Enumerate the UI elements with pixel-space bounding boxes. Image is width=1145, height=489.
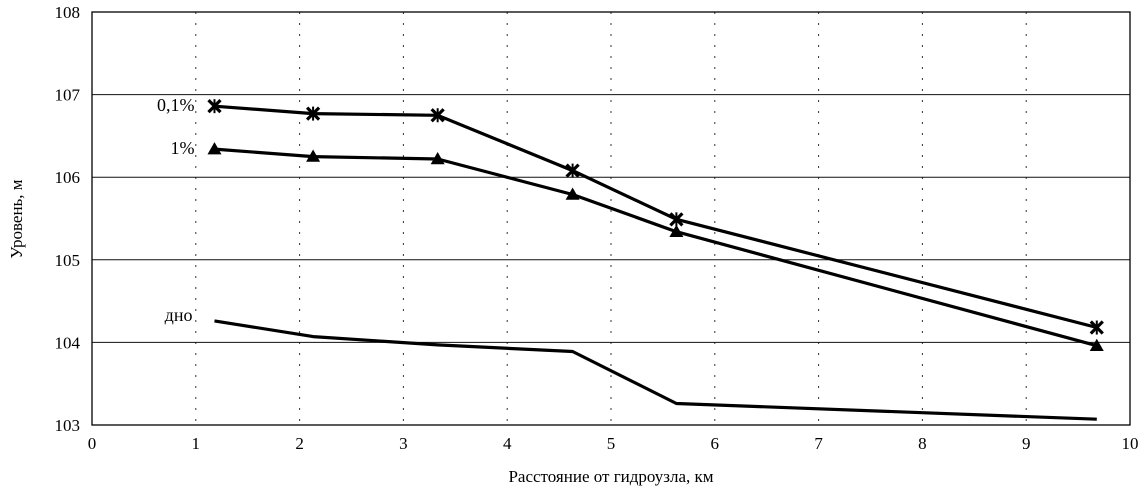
tick-labels: 0 1 2 3 4 5 6 7 8 9 10 103 104 105 106 107 108 — [55, 3, 1139, 453]
data-point-asterisk — [669, 212, 684, 227]
x-tick-label: 1 — [192, 434, 201, 453]
series-label: 1% — [170, 138, 194, 158]
x-tick-label: 2 — [295, 434, 304, 453]
y-axis-title: Уровень, м — [7, 179, 26, 258]
x-tick-label: 3 — [399, 434, 408, 453]
series-line — [214, 104, 1098, 330]
data-point-triangle — [207, 142, 222, 155]
data-point-asterisk — [305, 106, 321, 121]
series-line — [214, 319, 1097, 421]
data-point-triangle — [1089, 338, 1104, 351]
data-point-triangle — [430, 152, 445, 165]
x-tick-label: 0 — [88, 434, 97, 453]
series-layer — [207, 99, 1104, 421]
series-label: 0,1% — [157, 95, 195, 115]
x-tick-label: 7 — [814, 434, 823, 453]
plot-border — [91, 11, 1131, 426]
data-point-asterisk — [430, 108, 445, 123]
series-line — [214, 147, 1098, 348]
x-tick-label: 4 — [503, 434, 512, 453]
x-tick-label: 8 — [918, 434, 927, 453]
y-tick-label: 103 — [55, 416, 81, 435]
y-tick-label: 108 — [55, 3, 81, 22]
y-tick-label: 104 — [55, 333, 81, 352]
data-point-triangle — [306, 149, 321, 162]
data-point-asterisk — [565, 163, 580, 178]
data-point-asterisk — [207, 99, 222, 114]
grid — [92, 12, 1130, 425]
x-tick-label: 9 — [1022, 434, 1031, 453]
plot-frame — [91, 11, 1131, 426]
data-point-asterisk — [1089, 320, 1104, 335]
data-point-triangle — [669, 224, 684, 237]
x-tick-label: 10 — [1122, 434, 1139, 453]
y-tick-label: 106 — [55, 168, 81, 187]
series-label: дно — [165, 305, 193, 325]
series-labels: 0,1% 1% дно — [157, 95, 195, 325]
x-tick-label: 6 — [711, 434, 720, 453]
y-tick-label: 105 — [55, 251, 81, 270]
data-point-triangle — [565, 187, 580, 200]
y-tick-label: 107 — [55, 86, 81, 105]
x-axis-title: Расстояние от гидроузла, км — [508, 467, 713, 486]
x-tick-label: 5 — [607, 434, 616, 453]
